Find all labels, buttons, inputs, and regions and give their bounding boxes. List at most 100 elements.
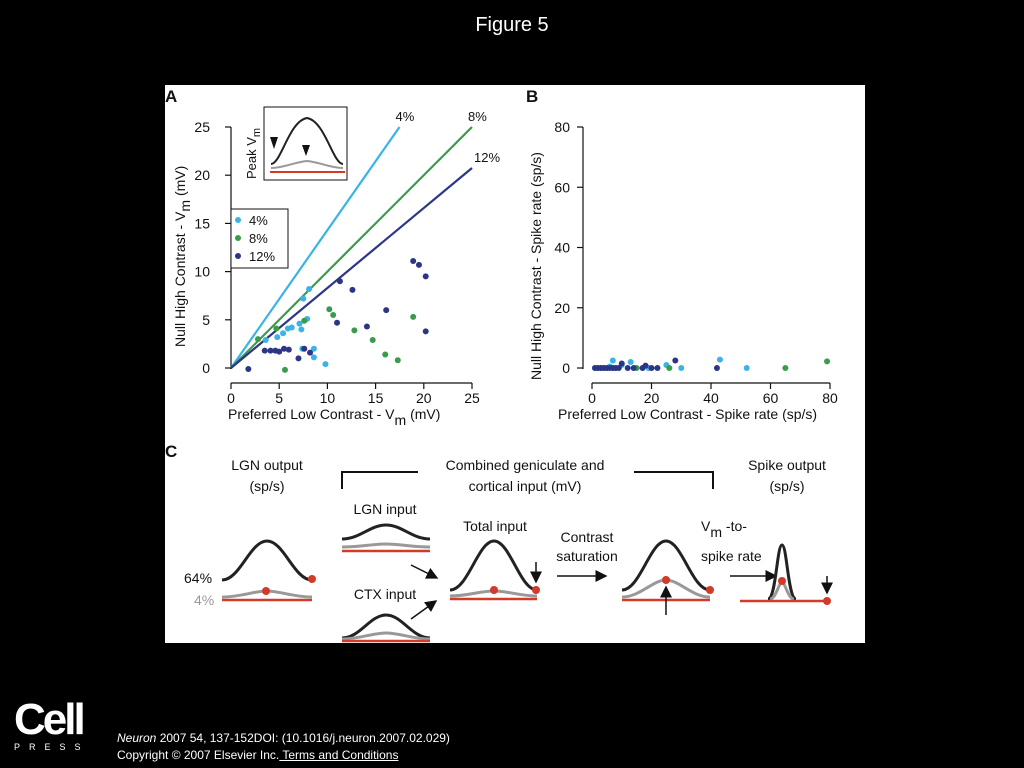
chart-a-point — [261, 347, 268, 354]
inset-arrow-center-icon — [302, 145, 310, 156]
legend-label-12: 12% — [249, 249, 275, 264]
lgn-output-peak-marker — [262, 587, 270, 595]
chart-a-point — [274, 334, 281, 341]
figure-panel: A B C 0 5 10 15 20 25 0 5 10 15 20 25 4% 8% 12% 4% 8%… — [165, 85, 865, 643]
chart-a-point — [369, 337, 376, 344]
chart-a-point — [336, 278, 343, 285]
chart-a-point — [262, 337, 269, 344]
chart-b-xlabel: Preferred Low Contrast - Spike rate (sp/… — [558, 406, 817, 422]
chart-a-point — [310, 345, 317, 352]
chart-a-point — [301, 345, 308, 352]
fit-line-8 — [230, 126, 473, 369]
logo-main-text: Cell — [14, 695, 86, 744]
chart-a-point — [276, 348, 283, 355]
chart-a-point — [410, 313, 417, 320]
citation-details: 2007 54, 137-152DOI: (10.1016/j.neuron.2… — [156, 731, 450, 745]
contrast-saturation-label-1: Contrast — [561, 529, 614, 545]
chart-b-x-tick-label: 80 — [822, 390, 838, 406]
figure-title: Figure 5 — [475, 14, 549, 36]
chart-a-point — [307, 349, 314, 356]
chart-b-x-tick-label: 20 — [644, 390, 660, 406]
spike-output-units: (sp/s) — [770, 478, 805, 494]
chart-a-point — [410, 257, 417, 264]
chart-a-y-tick-label: 20 — [194, 167, 210, 183]
lgn-input-low-curve — [341, 542, 431, 549]
fit-line-label: 12% — [474, 150, 500, 165]
fit-line-label: 4% — [396, 109, 415, 124]
chart-a-point — [281, 366, 288, 373]
bracket-right — [634, 471, 714, 489]
bracket-left — [341, 471, 418, 489]
chart-a-ylabel: Null High Contrast - Vm (mV) — [172, 166, 193, 347]
chart-a-point — [296, 320, 303, 327]
chart-b-point — [716, 356, 723, 363]
chart-b-point — [618, 360, 625, 367]
figure-svg: A B C 0 5 10 15 20 25 0 5 10 15 20 25 4% 8% 12% 4% 8%… — [165, 87, 838, 643]
lgn-output-units: (sp/s) — [250, 478, 285, 494]
chart-b-x-tick-label: 40 — [703, 390, 719, 406]
chart-a-x-tick-label: 0 — [227, 390, 235, 406]
legend-swatch-12 — [235, 253, 241, 259]
chart-a-point — [326, 306, 333, 313]
chart-b-y-tick-label: 20 — [554, 300, 570, 316]
fit-line-label: 8% — [468, 109, 487, 124]
chart-a-point — [267, 347, 274, 354]
chart-a-point — [273, 325, 280, 332]
chart-a-point — [349, 286, 356, 293]
chart-b-point — [609, 357, 616, 364]
spike-output-null-marker — [823, 597, 831, 605]
chart-a-point — [298, 326, 305, 333]
chart-b-y-tick-label: 80 — [554, 119, 570, 135]
chart-a-point — [382, 351, 389, 358]
journal-name: Neuron — [117, 731, 157, 745]
chart-a-point — [310, 354, 317, 361]
chart-a-point — [363, 323, 370, 330]
contrast-saturation-label-2: saturation — [556, 548, 617, 564]
chart-a-point — [422, 273, 429, 280]
total-input-null-marker — [532, 586, 540, 594]
chart-b-point — [630, 365, 637, 371]
chart-a-x-tick-label: 5 — [275, 390, 283, 406]
terms-link[interactable]: Terms and Conditions — [279, 748, 399, 762]
logo-sub-text: PRESS — [14, 742, 90, 752]
inset-high-contrast-curve — [270, 116, 344, 165]
chart-a-point — [281, 345, 288, 352]
chart-b-point — [627, 358, 634, 365]
chart-a-point — [351, 327, 358, 334]
legend-swatch-8 — [235, 235, 241, 241]
chart-b-point — [678, 365, 685, 371]
chart-a-point — [288, 324, 295, 331]
total-input-high-curve — [449, 539, 538, 592]
chart-b-point — [648, 365, 655, 371]
vm-to-spike-label: Vm -to- — [701, 518, 747, 540]
chart-a-xlabel: Preferred Low Contrast - Vm (mV) — [228, 406, 440, 428]
chart-a-point — [422, 328, 429, 335]
spike-rate-label: spike rate — [701, 548, 762, 564]
chart-a-point — [383, 307, 390, 314]
inset-ylabel: Peak Vm — [244, 128, 263, 179]
chart-a-point — [301, 317, 308, 324]
legend-swatch-4 — [235, 217, 241, 223]
fit-line-12 — [230, 167, 473, 369]
chart-a-point — [322, 361, 329, 368]
total-input-label: Total input — [463, 518, 527, 534]
chart-a-y-tick-label: 15 — [194, 215, 210, 231]
chart-b-point — [713, 365, 720, 371]
combined-units: cortical input (mV) — [469, 478, 582, 494]
chart-a-point — [334, 319, 341, 326]
chart-b-point — [642, 362, 649, 369]
chart-b-point — [615, 365, 622, 371]
chart-b-x-tick-label: 60 — [763, 390, 779, 406]
chart-a-point — [306, 285, 313, 292]
chart-b-point — [782, 365, 789, 371]
copyright-text: Copyright © 2007 Elsevier Inc. — [117, 748, 280, 762]
panel-b-label: B — [526, 87, 538, 106]
chart-a-x-tick-label: 10 — [320, 390, 336, 406]
saturated-null-marker — [706, 586, 714, 594]
panel-a-label: A — [165, 87, 177, 106]
chart-a-point — [415, 261, 422, 268]
chart-b-point — [666, 365, 673, 371]
chart-a-point — [295, 355, 302, 362]
chart-a-point — [245, 365, 252, 372]
chart-a-point — [280, 330, 287, 337]
